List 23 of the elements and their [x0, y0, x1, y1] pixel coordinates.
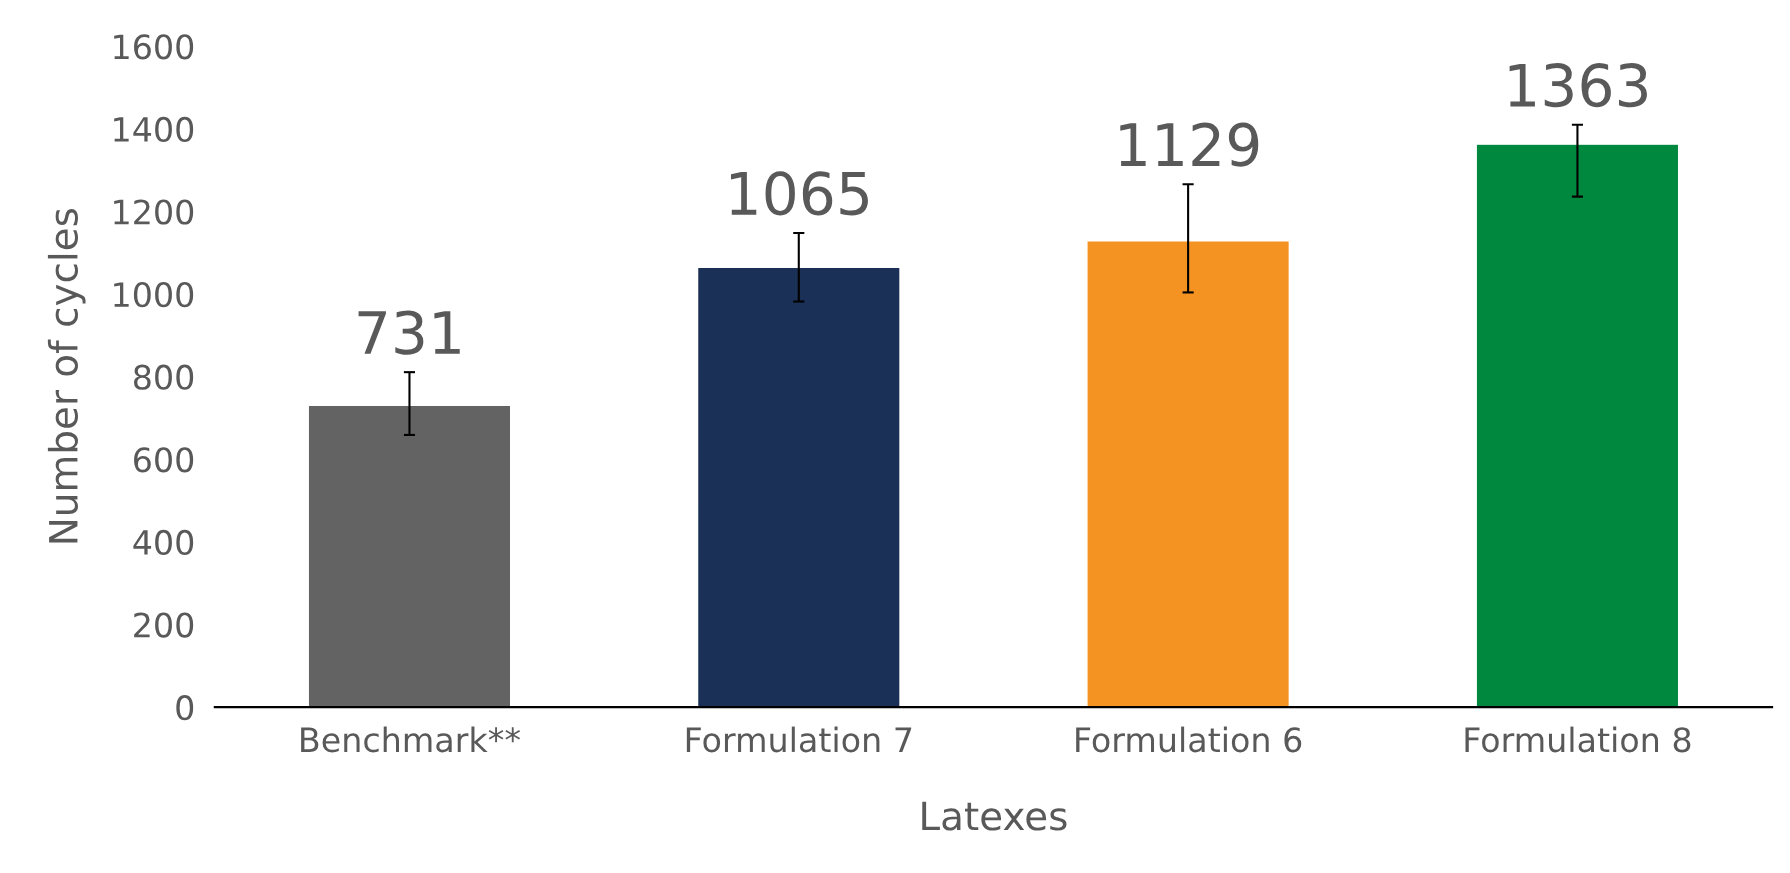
x-tick-label: Benchmark**	[301, 726, 521, 753]
bar	[1475, 143, 1680, 708]
y-tick-label: 800	[133, 364, 194, 390]
x-tick-label: Formulation 7	[686, 726, 912, 753]
y-axis-title: Number of cycles	[47, 209, 86, 543]
data-label: 1363	[1509, 63, 1647, 108]
x-axis-title: Latexes	[922, 801, 1067, 831]
y-tick-label: 1000	[114, 282, 194, 308]
data-label: 1129	[1120, 122, 1259, 167]
x-tick-label: Formulation 6	[1076, 726, 1302, 753]
y-tick-label: 1200	[114, 199, 194, 225]
bar	[1086, 240, 1291, 708]
x-tick-label: Formulation 8	[1465, 726, 1691, 753]
y-tick-label: 400	[133, 529, 194, 556]
data-label: 1065	[730, 171, 868, 216]
y-tick-label: 600	[134, 447, 194, 473]
y-tick-label: 200	[134, 612, 194, 638]
data-label: 731	[358, 310, 460, 355]
y-tick-label: 1400	[114, 116, 194, 143]
bar	[696, 266, 901, 708]
bar	[307, 404, 512, 708]
y-tick-label: 0	[176, 695, 194, 721]
y-tick-label: 1600	[114, 34, 194, 60]
